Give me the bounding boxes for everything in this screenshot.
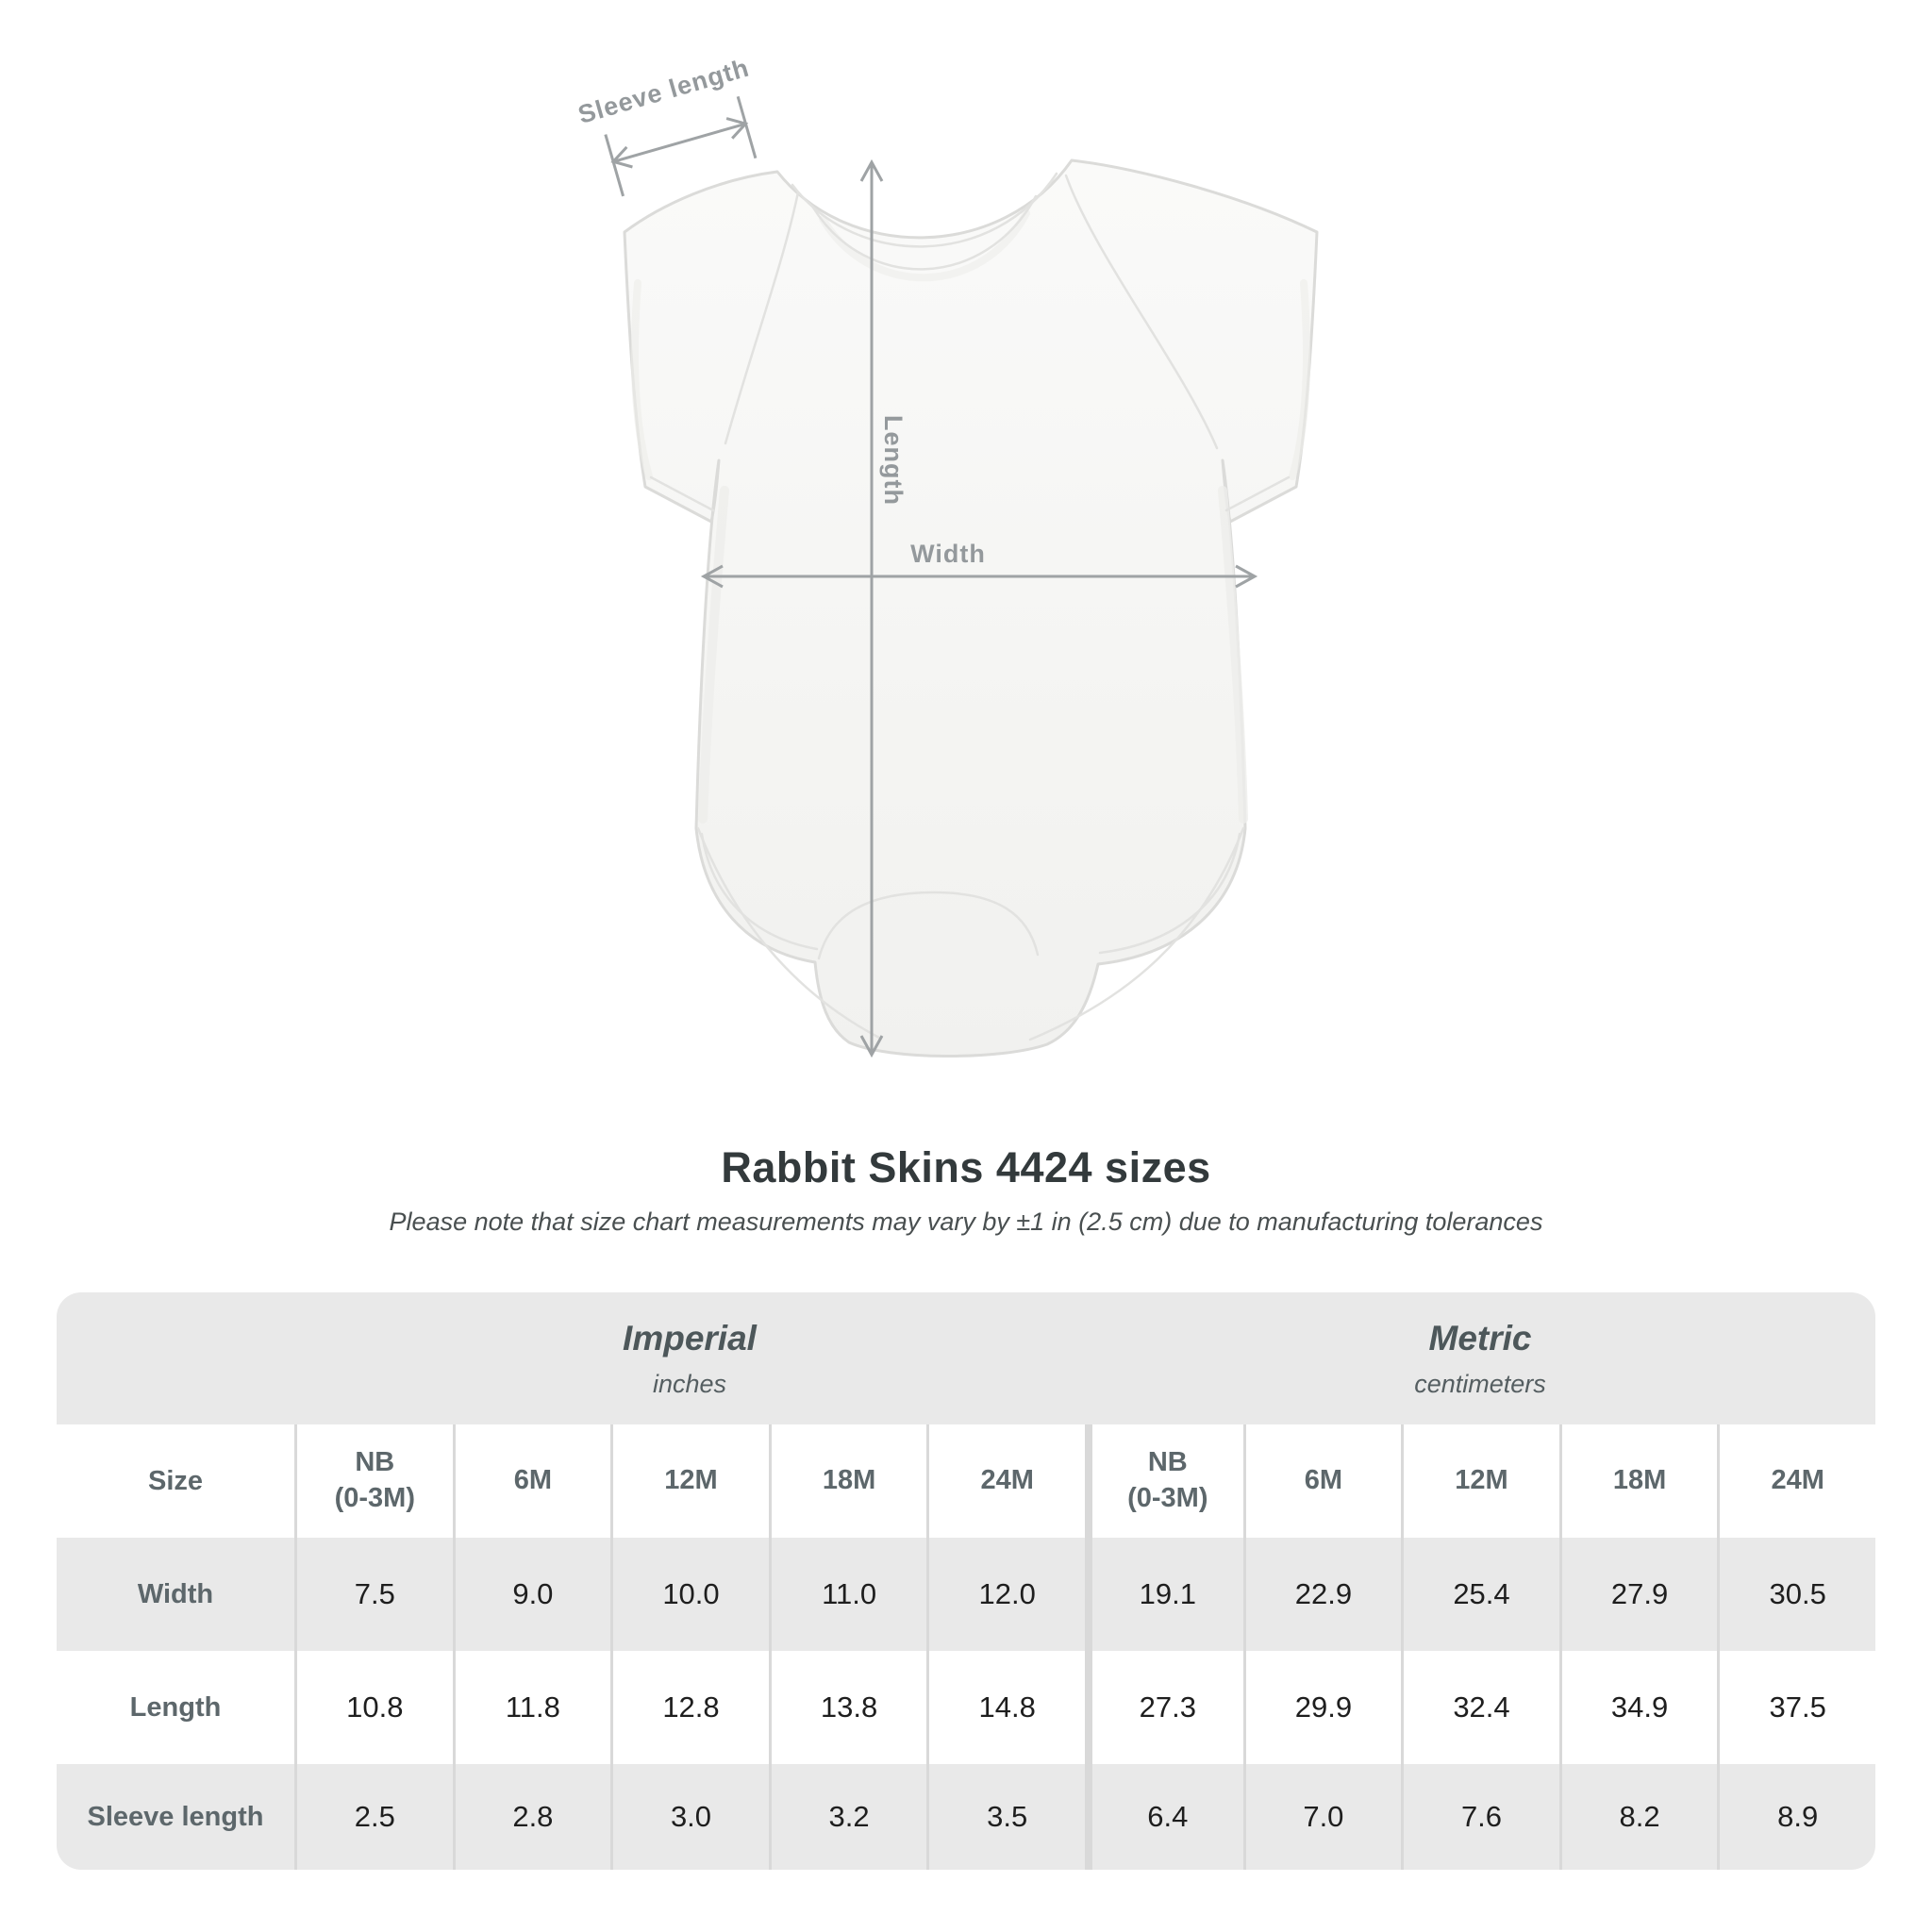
arrowhead-down-icon <box>859 1035 884 1058</box>
value-cell: 30.5 <box>1717 1538 1875 1651</box>
value-cell: 22.9 <box>1242 1538 1402 1651</box>
size-label: NB <box>355 1447 395 1478</box>
value-cell: 34.9 <box>1558 1651 1718 1764</box>
page-title: Rabbit Skins 4424 sizes <box>721 1143 1211 1191</box>
size-header-cell: 18M <box>768 1424 927 1538</box>
size-label: 24M <box>980 1465 1034 1496</box>
size-header-cell: 18M <box>1558 1424 1718 1538</box>
value-cell: 10.8 <box>294 1651 453 1764</box>
value-cell: 12.8 <box>610 1651 769 1764</box>
value-cell: 37.5 <box>1717 1651 1875 1764</box>
width-annotation: Width <box>700 540 1258 589</box>
value-cell: 10.0 <box>610 1538 769 1651</box>
sleeve-length-label: Sleeve length <box>575 54 753 129</box>
value-cell: 19.1 <box>1085 1538 1243 1651</box>
value-cell: 8.9 <box>1717 1764 1875 1870</box>
value-cell: 2.8 <box>452 1764 611 1870</box>
size-label: 12M <box>664 1465 718 1496</box>
value-cell: 7.5 <box>294 1538 453 1651</box>
imperial-section-header: Imperial inches <box>294 1292 1085 1424</box>
size-label: 18M <box>1612 1465 1667 1496</box>
onesie-graphic <box>623 158 1319 1058</box>
row-label: Width <box>137 1578 214 1609</box>
dimension-tick <box>604 134 625 197</box>
metric-unit: centimeters <box>1414 1369 1546 1398</box>
value-cell: 7.0 <box>1242 1764 1402 1870</box>
arrowhead-left-icon <box>700 564 724 589</box>
size-column-header: Size <box>147 1465 204 1496</box>
size-header-cell: 6M <box>452 1424 611 1538</box>
width-label: Width <box>910 540 986 568</box>
table-row-length: Length 10.8 11.8 12.8 13.8 14.8 27.3 29.… <box>57 1651 1875 1764</box>
value-cell: 11.8 <box>452 1651 611 1764</box>
size-table: Imperial inches Metric centimeters Size … <box>57 1292 1875 1870</box>
length-label: Length <box>879 415 908 506</box>
value-cell: 8.2 <box>1558 1764 1718 1870</box>
imperial-title: Imperial <box>623 1318 757 1357</box>
table-row-width: Width 7.5 9.0 10.0 11.0 12.0 19.1 22.9 2… <box>57 1538 1875 1651</box>
onesie-figure: Sleeve length Length Width <box>575 54 1319 1058</box>
row-label: Sleeve length <box>87 1801 264 1832</box>
value-cell: 7.6 <box>1401 1764 1559 1870</box>
size-label: 6M <box>1304 1465 1343 1496</box>
value-cell: 25.4 <box>1401 1538 1559 1651</box>
size-header-cell: 12M <box>1401 1424 1559 1538</box>
size-header-cell: 24M <box>1717 1424 1875 1538</box>
size-header-cell: NB (0-3M) <box>294 1424 453 1538</box>
length-annotation: Length <box>859 158 908 1058</box>
size-sublabel: (0-3M) <box>334 1483 415 1513</box>
value-cell: 9.0 <box>452 1538 611 1651</box>
value-cell: 2.5 <box>294 1764 453 1870</box>
value-cell: 14.8 <box>926 1651 1085 1764</box>
metric-title: Metric <box>1428 1318 1532 1357</box>
row-label: Length <box>129 1691 222 1723</box>
sleeve-length-arrow <box>612 122 746 163</box>
size-label: NB <box>1147 1447 1188 1478</box>
imperial-unit: inches <box>652 1369 727 1398</box>
size-header-cell: 12M <box>610 1424 769 1538</box>
metric-section-header: Metric centimeters <box>1085 1292 1875 1424</box>
value-cell: 32.4 <box>1401 1651 1559 1764</box>
arrowhead-up-icon <box>859 158 884 182</box>
size-label: 18M <box>822 1465 876 1496</box>
dimension-tick <box>736 95 758 159</box>
value-cell: 12.0 <box>926 1538 1085 1651</box>
tolerance-note: Please note that size chart measurements… <box>389 1208 1543 1236</box>
size-label: 12M <box>1455 1465 1508 1496</box>
size-header-cell: 24M <box>926 1424 1085 1538</box>
size-header-cell: 6M <box>1242 1424 1402 1538</box>
value-cell: 3.2 <box>768 1764 927 1870</box>
size-header-row: Size NB (0-3M) 6M 12M 18M 24M N <box>57 1424 1875 1538</box>
onesie-size-diagram: Sleeve length Length Width <box>575 54 1319 1058</box>
value-cell: 3.5 <box>926 1764 1085 1870</box>
value-cell: 6.4 <box>1085 1764 1243 1870</box>
value-cell: 29.9 <box>1242 1651 1402 1764</box>
size-sublabel: (0-3M) <box>1127 1483 1208 1513</box>
value-cell: 3.0 <box>610 1764 769 1870</box>
size-label: 6M <box>513 1465 553 1496</box>
value-cell: 11.0 <box>768 1538 927 1651</box>
size-header-cell: NB (0-3M) <box>1085 1424 1243 1538</box>
size-label: 24M <box>1771 1465 1824 1496</box>
value-cell: 13.8 <box>768 1651 927 1764</box>
value-cell: 27.3 <box>1085 1651 1243 1764</box>
arrowhead-right-icon <box>1235 564 1258 589</box>
value-cell: 27.9 <box>1558 1538 1718 1651</box>
units-band: Imperial inches Metric centimeters <box>57 1292 1875 1424</box>
table-row-sleeve-length: Sleeve length 2.5 2.8 3.0 3.2 3.5 6.4 7.… <box>57 1764 1875 1870</box>
